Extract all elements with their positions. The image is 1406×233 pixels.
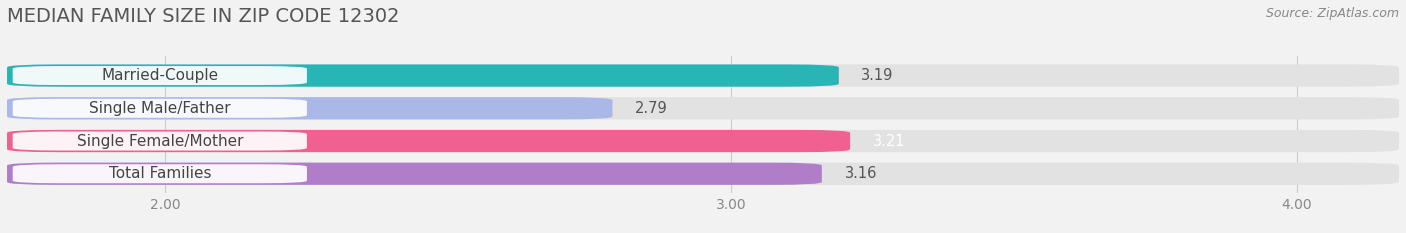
Text: Source: ZipAtlas.com: Source: ZipAtlas.com: [1265, 7, 1399, 20]
FancyBboxPatch shape: [7, 97, 1399, 120]
FancyBboxPatch shape: [7, 130, 1399, 152]
FancyBboxPatch shape: [13, 131, 307, 151]
Text: Single Female/Mother: Single Female/Mother: [76, 134, 243, 148]
FancyBboxPatch shape: [7, 65, 839, 87]
Text: Single Male/Father: Single Male/Father: [89, 101, 231, 116]
FancyBboxPatch shape: [7, 163, 823, 185]
FancyBboxPatch shape: [13, 66, 307, 85]
Text: MEDIAN FAMILY SIZE IN ZIP CODE 12302: MEDIAN FAMILY SIZE IN ZIP CODE 12302: [7, 7, 399, 26]
FancyBboxPatch shape: [13, 164, 307, 183]
Text: 3.19: 3.19: [862, 68, 894, 83]
Text: 3.16: 3.16: [845, 166, 877, 181]
FancyBboxPatch shape: [7, 65, 1399, 87]
FancyBboxPatch shape: [7, 130, 851, 152]
Text: 3.21: 3.21: [873, 134, 905, 148]
Text: 2.79: 2.79: [636, 101, 668, 116]
Text: Married-Couple: Married-Couple: [101, 68, 218, 83]
FancyBboxPatch shape: [7, 97, 613, 120]
FancyBboxPatch shape: [7, 163, 1399, 185]
Text: Total Families: Total Families: [108, 166, 211, 181]
FancyBboxPatch shape: [13, 99, 307, 118]
